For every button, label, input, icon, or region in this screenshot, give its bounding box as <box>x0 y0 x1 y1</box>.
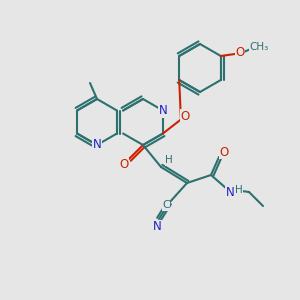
Text: N: N <box>158 104 167 117</box>
Text: N: N <box>93 139 101 152</box>
Text: O: O <box>180 110 190 123</box>
Text: O: O <box>119 158 129 172</box>
Text: CH₃: CH₃ <box>249 42 268 52</box>
Text: H: H <box>235 185 243 195</box>
Text: O: O <box>235 46 244 59</box>
Text: O: O <box>219 146 229 158</box>
Text: N: N <box>153 220 161 233</box>
Text: H: H <box>165 155 173 165</box>
Text: N: N <box>226 187 234 200</box>
Text: C: C <box>162 200 170 210</box>
